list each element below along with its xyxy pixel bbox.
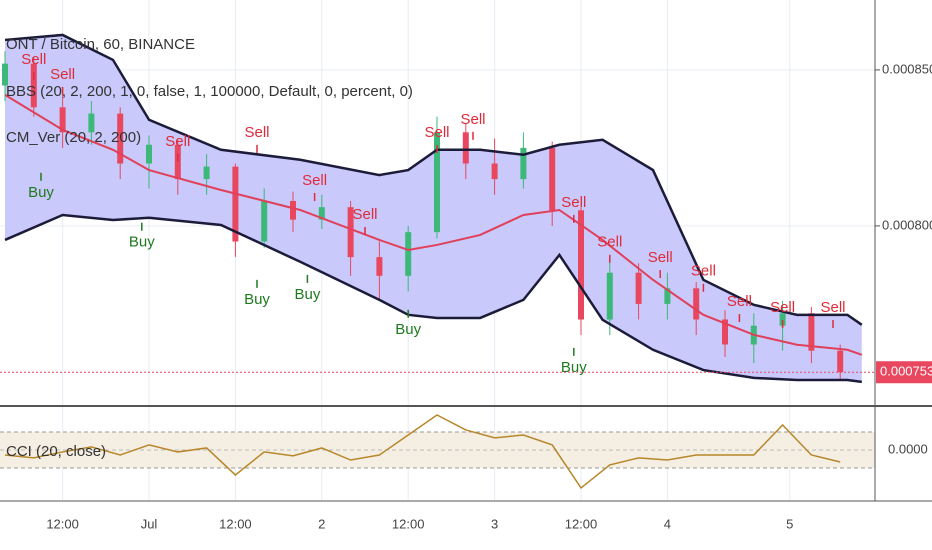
x-tick-label: Jul [141,516,158,531]
indicator-label: BBS (20, 2, 200, 1, 0, false, 1, 100000,… [6,83,413,100]
x-tick-label: 12:00 [46,516,79,531]
y-tick-label: 0.0008500 [882,61,932,76]
candle-body [376,257,383,276]
x-tick-label: 2 [318,516,325,531]
chart-title: ONT / Bitcoin, 60, BINANCE [6,36,195,53]
candle-body [808,313,815,351]
candle-body [117,113,124,164]
candle-body [88,113,95,133]
y-tick-label: 0.0008000 [882,217,932,232]
cci-line [4,414,841,490]
candle-body [837,350,844,373]
signal-label: Sell [691,263,716,280]
candle-body [347,207,354,258]
candle-body [693,288,700,320]
plot: SellSellSellSellSellSellSellSellSellSell… [0,33,875,490]
candle-body [779,313,786,326]
candle-body [606,272,613,320]
indicator-label: CM_Ver (20, 2, 200) [6,129,141,146]
signal-label: Sell [820,299,845,316]
last-price-box [876,361,932,384]
signal-label: Sell [50,66,75,83]
x-tick-label: 12:00 [392,516,425,531]
cci-title: CCI (20, close) [6,443,106,460]
candle-body [722,319,728,345]
candle-body [30,63,37,108]
signal-label: Sell [352,206,377,223]
signal-label: Sell [561,194,586,211]
candle-body [405,232,412,276]
signal-label: Sell [597,234,622,251]
candle-body [635,272,642,304]
candle-body [203,166,210,180]
candle-body [578,210,584,320]
candle-body [2,63,8,86]
band-line [4,93,863,356]
signal-label: Buy [395,321,421,338]
candle-body [146,144,152,164]
candle-body [462,132,469,164]
candle-body [549,147,556,211]
band-fill [5,34,862,382]
candle-body [232,166,239,242]
last-price-label: 0.0007531 [880,364,932,379]
signal-label: Buy [294,286,320,303]
candle-body [520,147,527,180]
candle-body [261,200,268,242]
signal-label: Sell [648,249,673,266]
band-line [4,33,863,326]
x-tick-label: 12:00 [219,516,252,531]
candle-body [290,200,296,220]
signal-label: Sell [727,293,752,310]
x-tick-label: 12:00 [565,516,598,531]
signal-label: Buy [28,184,54,201]
candle-body [664,288,671,304]
signal-label: Buy [244,291,270,308]
signal-label: Sell [424,124,449,141]
x-tick-label: 5 [786,516,793,531]
candle-body [491,163,498,180]
candle-body [59,107,66,133]
signal-label: Sell [460,111,485,128]
signal-label: Buy [129,234,155,251]
band-line [4,213,862,384]
candle-body [434,132,440,233]
x-tick-label: 4 [664,516,671,531]
signal-label: Sell [244,124,269,141]
signal-label: Buy [561,359,587,376]
x-tick-label: 3 [491,516,498,531]
signal-label: Sell [770,299,795,316]
cci-tick-label: 0.0000 [888,441,928,456]
signal-label: Sell [21,51,46,68]
signal-label: Sell [302,172,327,189]
candle-body [318,207,325,220]
signal-label: Sell [165,133,190,150]
